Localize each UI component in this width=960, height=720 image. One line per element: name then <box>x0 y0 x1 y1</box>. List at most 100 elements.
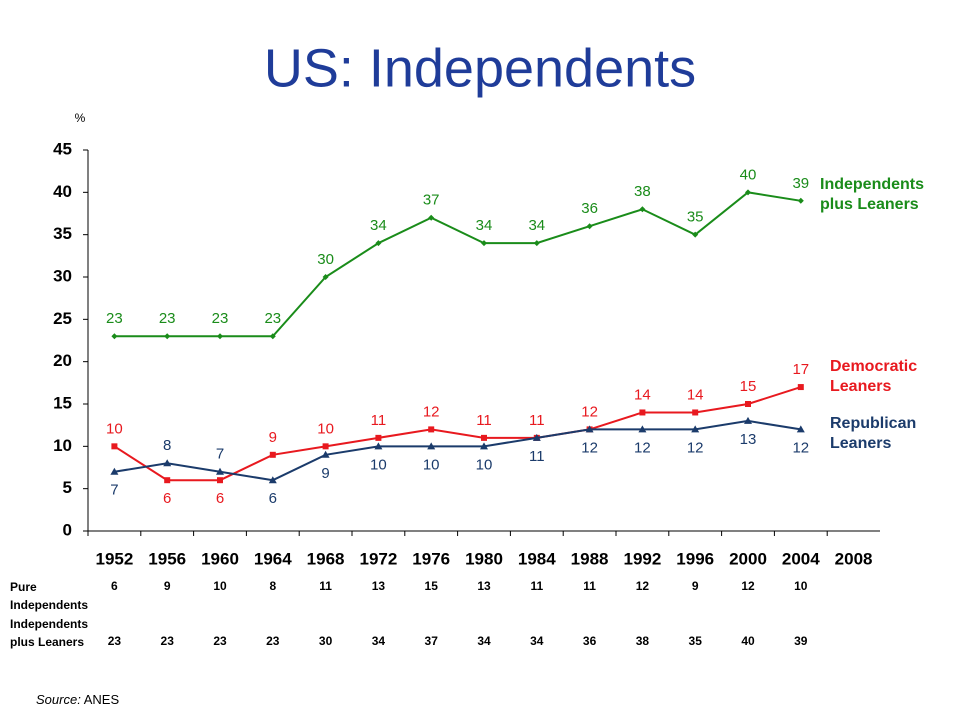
x-tick-label: 1952 <box>95 549 133 568</box>
marker <box>639 409 646 416</box>
data-label: 10 <box>476 456 493 473</box>
marker <box>692 231 699 238</box>
x-tick-label: 2004 <box>782 549 820 568</box>
table-cell: 30 <box>319 634 333 648</box>
data-label: 12 <box>581 439 598 456</box>
table-cell: 12 <box>636 579 650 593</box>
table-cell: 9 <box>164 579 171 593</box>
row-label: Independents plus Leaners <box>10 617 89 649</box>
table-cell: 15 <box>425 579 439 593</box>
table-cell: 38 <box>636 634 650 648</box>
marker <box>428 214 435 221</box>
table-cell: 39 <box>794 634 808 648</box>
table-cell: 34 <box>530 634 544 648</box>
table-cell: 35 <box>689 634 703 648</box>
data-label: 6 <box>269 490 277 507</box>
x-tick-label: 1964 <box>254 549 292 568</box>
table-cell: 12 <box>741 579 755 593</box>
y-unit: % <box>75 111 86 125</box>
data-label: 12 <box>634 439 651 456</box>
data-label: 10 <box>317 420 334 437</box>
y-tick-label: 40 <box>53 182 72 201</box>
x-tick-label: 2008 <box>835 549 873 568</box>
table-cell: 23 <box>108 634 122 648</box>
data-label: 14 <box>687 386 704 403</box>
data-label: 12 <box>423 403 440 420</box>
x-tick-label: 1968 <box>307 549 345 568</box>
data-label: 11 <box>476 412 492 429</box>
data-label: 23 <box>264 310 281 327</box>
data-label: 6 <box>216 490 224 507</box>
table-cell: 40 <box>741 634 755 648</box>
data-label: 38 <box>634 183 651 200</box>
marker <box>480 442 488 450</box>
data-label: 15 <box>740 378 757 395</box>
data-label: 10 <box>370 456 387 473</box>
data-label: 8 <box>163 437 171 454</box>
row-label: Pure Independents <box>10 580 89 612</box>
data-label: 10 <box>423 456 440 473</box>
marker <box>797 197 804 204</box>
data-label: 40 <box>740 166 757 183</box>
marker <box>533 240 540 247</box>
table-cell: 23 <box>213 634 227 648</box>
data-label: 7 <box>110 482 118 499</box>
marker <box>111 333 118 340</box>
data-label: 14 <box>634 386 651 403</box>
x-tick-label: 1996 <box>676 549 714 568</box>
data-label: 11 <box>371 412 387 429</box>
source-label: Source: <box>36 692 81 707</box>
x-tick-label: 1980 <box>465 549 503 568</box>
title: US: Independents <box>264 38 696 98</box>
table-cell: 10 <box>794 579 808 593</box>
data-label: 10 <box>106 420 123 437</box>
marker <box>322 274 329 280</box>
marker <box>745 189 751 196</box>
y-tick-label: 30 <box>53 266 72 285</box>
data-label: 34 <box>476 217 493 234</box>
marker <box>744 416 752 424</box>
y-tick-label: 25 <box>53 309 72 328</box>
data-label: 9 <box>321 465 329 482</box>
table-cell: 34 <box>372 634 386 648</box>
marker <box>217 477 223 484</box>
x-tick-label: 1960 <box>201 549 239 568</box>
marker <box>268 476 277 484</box>
table-cell: 34 <box>477 634 491 648</box>
y-tick-label: 35 <box>53 224 72 243</box>
table-cell: 11 <box>583 579 596 593</box>
marker <box>797 384 804 391</box>
table-cell: 36 <box>583 634 597 648</box>
data-label: 37 <box>423 192 440 209</box>
marker <box>692 409 699 416</box>
marker <box>163 459 172 467</box>
marker <box>322 443 329 450</box>
marker <box>481 240 487 247</box>
x-tick-label: 2000 <box>729 549 767 568</box>
marker <box>532 433 541 441</box>
table-cell: 6 <box>111 579 118 593</box>
marker <box>216 467 224 475</box>
marker <box>745 401 751 407</box>
y-tick-label: 5 <box>63 478 72 497</box>
data-label: 9 <box>269 429 277 446</box>
marker <box>269 333 276 340</box>
data-label: 6 <box>163 490 171 507</box>
marker <box>481 434 487 441</box>
table-cell: 13 <box>477 579 491 593</box>
x-tick-label: 1972 <box>359 549 397 568</box>
table-cell: 23 <box>266 634 280 648</box>
data-label: 30 <box>317 251 334 268</box>
marker <box>269 451 276 458</box>
marker <box>796 425 805 433</box>
legend-label: Republican Leaners <box>830 415 917 452</box>
data-label: 12 <box>792 439 809 456</box>
marker <box>585 425 594 433</box>
data-label: 23 <box>159 310 176 327</box>
data-label: 23 <box>212 310 229 327</box>
marker <box>639 206 646 213</box>
data-label: 39 <box>792 175 809 192</box>
data-label: 12 <box>687 439 704 456</box>
